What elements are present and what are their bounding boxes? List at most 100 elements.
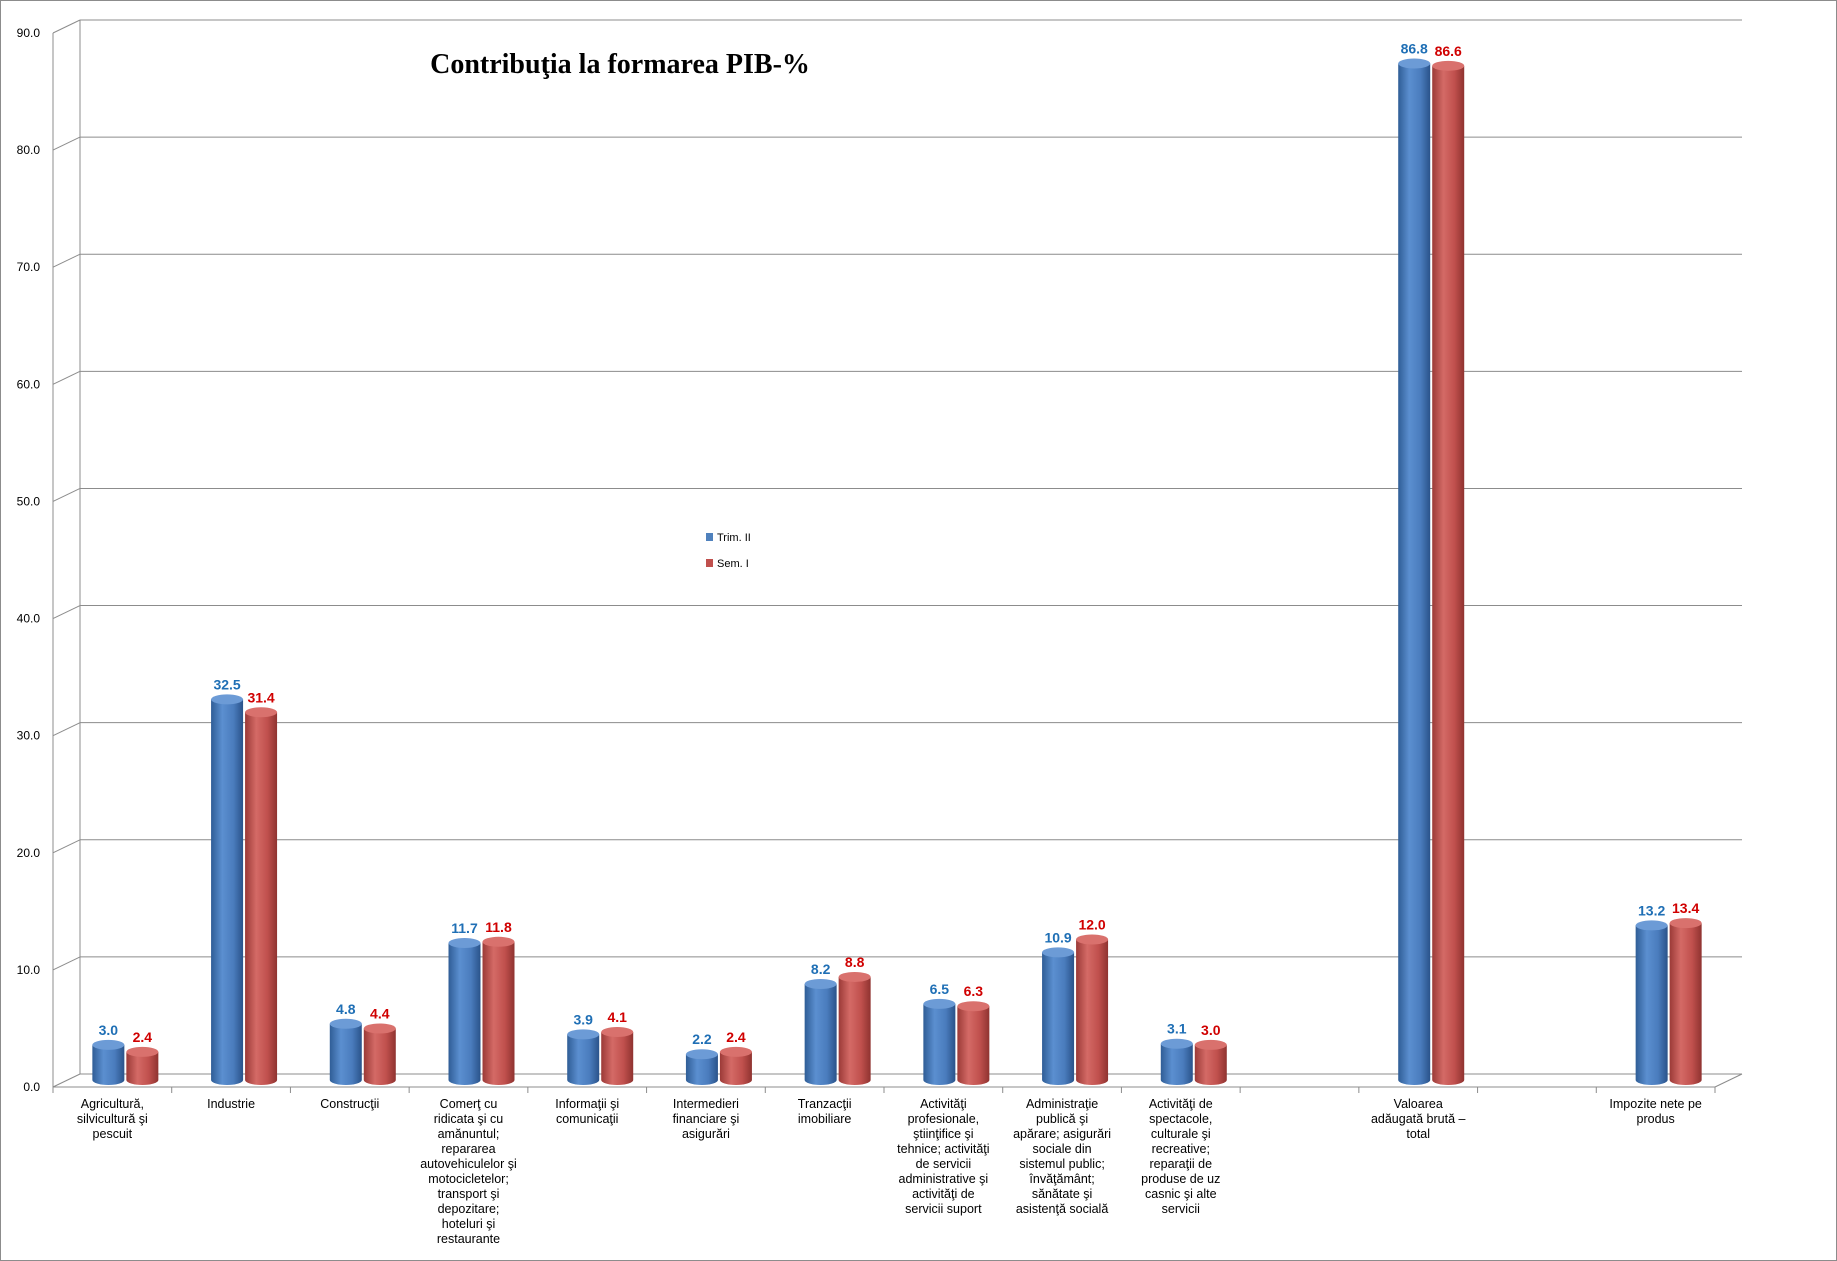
data-label-trim-ii: 4.8	[336, 1001, 356, 1017]
bar-top	[1076, 934, 1109, 945]
bar-top	[1398, 58, 1431, 69]
bar-body	[923, 1003, 956, 1085]
bar-body	[1076, 939, 1109, 1085]
legend-label-sem-i: Sem. I	[717, 558, 749, 570]
bar-top	[1432, 60, 1465, 71]
x-tick-label: Informaţii şi comunicaţii	[555, 1097, 619, 1126]
bar-trim-ii	[1042, 947, 1075, 1085]
y-tick-label: 40.0	[17, 612, 41, 626]
bar-trim-ii	[1160, 1038, 1193, 1085]
y-tick-label: 70.0	[17, 260, 41, 274]
floor-right-edge	[1714, 1073, 1743, 1088]
y-tick-label: 10.0	[17, 963, 41, 977]
bar-top	[1042, 947, 1075, 958]
data-label-sem-i: 31.4	[247, 689, 274, 705]
x-tick-label: Industrie	[207, 1097, 255, 1111]
x-tick-label: Tranzacţii imobiliare	[798, 1097, 852, 1126]
bar-trim-ii	[92, 1039, 125, 1085]
y-tick-label: 80.0	[17, 143, 41, 157]
bar-trim-ii	[211, 694, 244, 1085]
bar-sem-i	[1669, 918, 1702, 1085]
bar-body	[804, 983, 837, 1085]
bar-top	[567, 1029, 600, 1040]
data-label-trim-ii: 3.0	[99, 1022, 119, 1038]
data-labels: 3.0 2.4 32.5 31.4 4.8 4.4 11.7 11.8 3.9 4.1 2.2 2.4…	[99, 40, 1700, 1047]
bar-body	[567, 1034, 600, 1085]
bar-sem-i	[1076, 934, 1109, 1085]
data-label-sem-i: 12.0	[1078, 916, 1105, 932]
data-label-sem-i: 2.4	[726, 1029, 746, 1045]
data-label-trim-ii: 8.2	[811, 961, 831, 977]
y-tick-label: 50.0	[17, 494, 41, 508]
y-tick-label: 90.0	[17, 26, 41, 40]
bar-top	[211, 694, 244, 705]
data-label-sem-i: 4.1	[607, 1009, 627, 1025]
data-label-sem-i: 2.4	[133, 1029, 153, 1045]
data-label-trim-ii: 3.9	[573, 1011, 593, 1027]
x-tick-label: Comerţ cu ridicata şi cu amănuntul; reparar…	[420, 1097, 517, 1246]
bar-body	[838, 976, 871, 1085]
bar-body	[1042, 952, 1075, 1085]
bar-body	[329, 1023, 362, 1085]
bar-body	[1160, 1043, 1193, 1085]
bar-sem-i	[957, 1001, 990, 1085]
bar-trim-ii	[923, 998, 956, 1085]
bar-body	[448, 942, 481, 1085]
bar-top	[804, 978, 837, 989]
x-tick-label: Intermedieri financiare şi asigurări	[673, 1097, 740, 1141]
data-label-trim-ii: 6.5	[930, 981, 950, 997]
gridlines	[52, 19, 1742, 1088]
bar-body	[363, 1028, 396, 1085]
x-tick-label: Agricultură, silvicultură şi pescuit	[77, 1097, 148, 1141]
bar-top	[957, 1001, 990, 1012]
x-tick-labels: Agricultură, silvicultură şi pescuit Indust…	[77, 1097, 1702, 1246]
y-tick-labels: 0.0 10.0 20.0 30.0 40.0 50.0 60.0 70.0 80.0 90.0	[17, 26, 41, 1094]
bar-top	[1194, 1039, 1227, 1050]
bar-sem-i	[1194, 1039, 1227, 1085]
bar-top	[1669, 918, 1702, 929]
bar-sem-i	[838, 971, 871, 1085]
data-label-sem-i: 13.4	[1672, 900, 1699, 916]
bar-trim-ii	[448, 937, 481, 1085]
bar-sem-i	[245, 707, 278, 1085]
x-tick-label: Activităţi profesionale, ştiinţifice şi teh…	[897, 1097, 989, 1216]
legend-swatch-trim-ii	[706, 533, 713, 541]
x-tick-label: Administraţie publică şi apărare; asigurăr…	[1013, 1097, 1111, 1216]
bar-body	[957, 1006, 990, 1085]
data-label-sem-i: 11.8	[485, 919, 512, 935]
bar-trim-ii	[804, 978, 837, 1085]
data-label-sem-i: 4.4	[370, 1005, 390, 1021]
gridline-side	[52, 956, 81, 971]
gridline-side	[52, 605, 81, 620]
bar-body	[685, 1054, 718, 1085]
bar-sem-i	[126, 1046, 159, 1085]
bar-body	[1432, 65, 1465, 1086]
bar-body	[245, 712, 278, 1085]
bar-top	[1635, 920, 1668, 931]
bar-body	[126, 1051, 159, 1085]
data-label-trim-ii: 13.2	[1638, 902, 1665, 918]
bar-trim-ii	[1635, 920, 1668, 1085]
x-tick-label: Valoarea adăugată brută – total	[1371, 1097, 1466, 1141]
bar-top	[1160, 1038, 1193, 1049]
data-label-trim-ii: 10.9	[1044, 929, 1071, 945]
bar-sem-i	[363, 1023, 396, 1085]
bar-body	[1635, 925, 1668, 1085]
bar-body	[92, 1044, 125, 1085]
x-tick-label: Impozite nete pe produs	[1609, 1097, 1701, 1126]
bar-sem-i	[1432, 60, 1465, 1086]
bar-top	[126, 1046, 159, 1057]
data-label-sem-i: 6.3	[964, 983, 984, 999]
data-label-sem-i: 3.0	[1201, 1022, 1221, 1038]
bar-trim-ii	[1398, 58, 1431, 1085]
bar-top	[838, 971, 871, 982]
bar-body	[1669, 923, 1702, 1085]
bar-sem-i	[482, 936, 515, 1085]
bar-top	[363, 1023, 396, 1034]
x-tick-label: Activităţi de spectacole, culturale şi recr…	[1141, 1097, 1220, 1216]
bar-top	[685, 1049, 718, 1060]
data-label-trim-ii: 11.7	[451, 920, 478, 936]
gridline-side	[52, 370, 81, 385]
bar-sem-i	[719, 1046, 752, 1085]
